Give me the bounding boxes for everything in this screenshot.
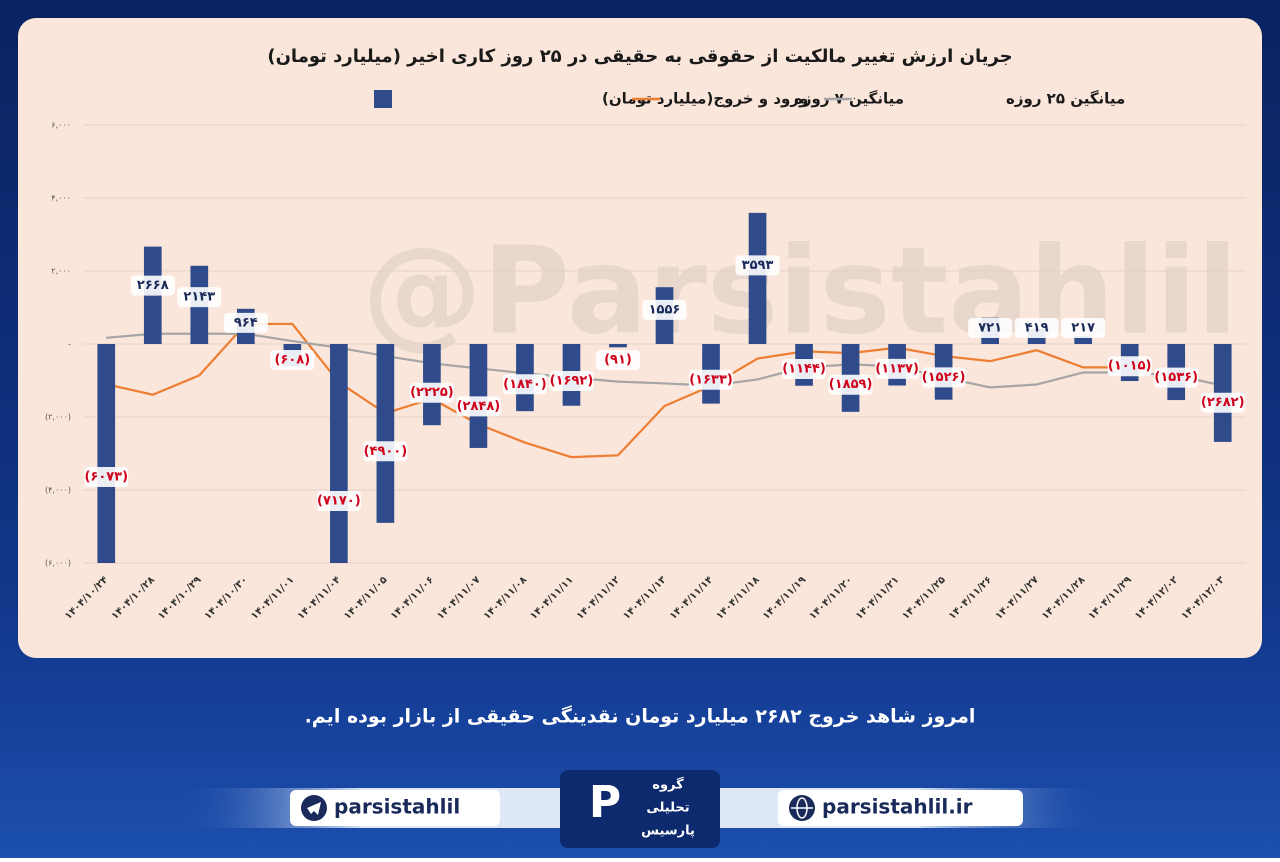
bar (97, 344, 116, 563)
bar (469, 344, 488, 448)
value-label: (۹۱) (604, 353, 632, 368)
value-label-box (130, 275, 175, 296)
legend-swatch (374, 90, 392, 108)
y-tick-label: ۲,۰۰۰ (51, 267, 71, 276)
legend-label: میانگین ۲۵ روزه (1006, 90, 1125, 108)
bar (748, 212, 767, 344)
y-tick-label: ۶,۰۰۰ (51, 121, 71, 130)
value-label-box (270, 350, 315, 370)
value-label-box (409, 382, 454, 403)
value-label-box (689, 369, 734, 390)
value-label-box (735, 255, 780, 276)
value-label-box (921, 367, 966, 388)
value-label-box (642, 299, 687, 320)
value-label: ۲۶۶۸ (137, 278, 169, 293)
value-label-box (549, 371, 594, 392)
y-tick-label: (۲,۰۰۰) (45, 413, 71, 422)
value-label: (۲۶۸۲) (1201, 395, 1245, 410)
value-label: (۱۱۴۴) (782, 362, 826, 377)
footer-message: امروز شاهد خروج ۲۶۸۲ میلیارد تومان نقدین… (305, 705, 976, 728)
value-label-box (1061, 318, 1106, 338)
bar (376, 344, 395, 523)
value-label-box (1014, 318, 1059, 338)
website-url: parsistahlil.ir (822, 795, 973, 819)
value-label: (۱۶۳۳) (689, 372, 733, 387)
value-label: ۲۱۷ (1071, 321, 1095, 336)
value-label-box (782, 359, 827, 380)
y-tick-label: ۴,۰۰۰ (51, 194, 71, 203)
value-label: (۱۰۱۵) (1108, 359, 1152, 374)
value-label-box (828, 374, 873, 395)
telegram-handle: parsistahlil (334, 795, 460, 819)
value-label: (۲۲۲۵) (410, 385, 454, 400)
telegram-plane (307, 802, 321, 815)
logo-text: پارسیس (641, 824, 695, 839)
value-label-box (595, 350, 640, 370)
value-label-box (316, 491, 361, 512)
value-label: (۱۸۴۰) (503, 377, 547, 392)
value-label-box (223, 312, 268, 333)
y-tick-label: (۴,۰۰۰) (45, 486, 71, 495)
value-label-box (1154, 367, 1199, 388)
y-tick-label: - (68, 340, 71, 349)
logo-text: گروه (652, 777, 684, 793)
value-label-box (502, 374, 547, 395)
value-label: ۲۱۴۳ (183, 290, 215, 305)
value-label: (۲۸۴۸) (457, 399, 501, 414)
value-label: ۹۶۴ (234, 315, 258, 330)
value-label: (۴۹۰۰) (364, 444, 408, 459)
line-series (106, 322, 1130, 459)
value-label-box (875, 358, 920, 379)
value-label: ۴۱۹ (1025, 321, 1049, 336)
logo-mark: P (589, 777, 621, 828)
website-box (778, 790, 1023, 826)
value-label-box (363, 441, 408, 462)
value-label: ۷۲۱ (978, 321, 1002, 336)
value-label: (۱۶۹۲) (550, 374, 594, 389)
value-label-box (84, 466, 129, 487)
logo-text: تحلیلی (646, 801, 689, 816)
value-label: (۱۵۲۶) (922, 370, 966, 385)
bar (1074, 336, 1093, 344)
logo-box (560, 770, 720, 848)
bar (609, 344, 627, 348)
value-label-box (177, 287, 222, 308)
telegram-box (290, 790, 500, 826)
legend-label: ورود و خروج(میلیارد تومان) (602, 90, 808, 108)
value-label: (۷۱۷۰) (317, 494, 361, 509)
value-label: (۶۰۸) (274, 353, 310, 368)
value-label: (۶۰۷۳) (84, 469, 128, 484)
value-label: ۱۵۵۶ (649, 302, 681, 317)
value-label: (۱۵۳۶) (1154, 370, 1198, 385)
legend: ورود و خروج(میلیارد تومان)میانگین ۷ روزه… (374, 90, 1125, 108)
labels-group: (۶۰۷۳) ۲۶۶۸ ۲۱۴۳ ۹۶۴ (۶۰۸) (۷۱۷۰) (۴۹۰۰) (۲۲۲۵)… (84, 255, 1245, 512)
value-label-box (968, 318, 1013, 338)
value-label-box (1107, 356, 1152, 377)
value-label-box (456, 396, 501, 417)
y-tick-label: (۶,۰۰۰) (45, 559, 71, 568)
value-label-box (1200, 392, 1245, 413)
value-label: ۳۵۹۳ (742, 258, 774, 273)
value-label: (۱۸۵۹) (829, 377, 873, 392)
line-series (106, 332, 1223, 389)
watermark: @Parsistahlil (362, 223, 1238, 362)
value-label: (۱۱۳۷) (875, 361, 919, 376)
chart-title: جریان ارزش تغییر مالکیت از حقوقی به حقیق… (267, 46, 1012, 67)
